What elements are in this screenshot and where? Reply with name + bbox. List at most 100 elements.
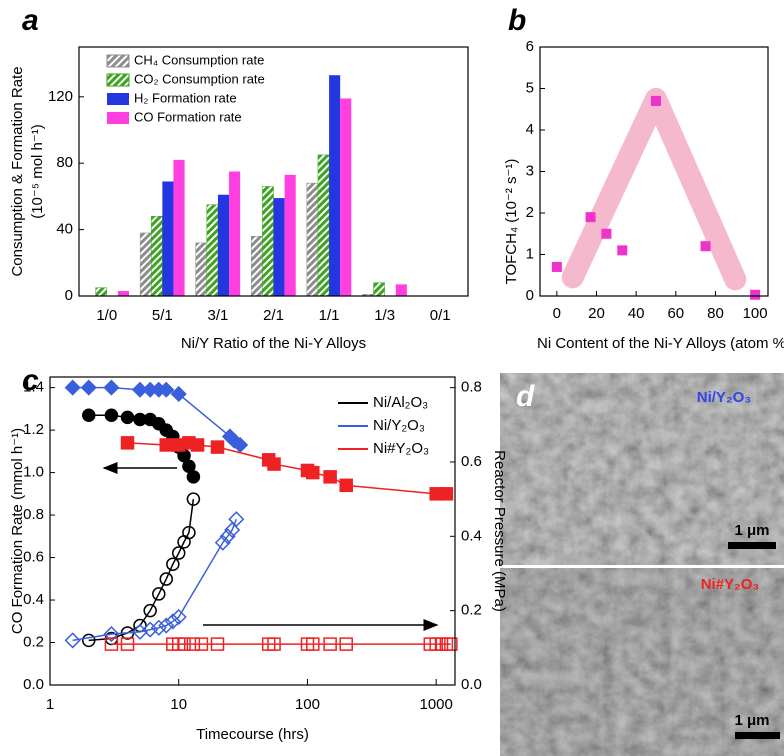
legend-label: CH₄ Consumption rate	[134, 52, 264, 67]
y2-tick-label: 0.8	[461, 379, 482, 396]
y-tick-label: 0	[526, 287, 534, 304]
y-tick-label: 1	[526, 245, 534, 262]
x-tick-label: 3/1	[207, 307, 228, 324]
marker	[150, 619, 167, 636]
bar	[150, 216, 163, 297]
legend-swatch	[107, 112, 129, 124]
sem-tint	[500, 373, 784, 565]
marker	[219, 528, 236, 545]
legend-swatch	[106, 73, 130, 87]
marker	[158, 381, 175, 398]
scale-bar	[735, 732, 780, 739]
trend-band	[561, 87, 747, 291]
bar	[329, 75, 341, 296]
bar	[139, 232, 152, 297]
x-tick-label: 1000	[420, 696, 453, 713]
marker	[142, 621, 159, 638]
marker	[103, 379, 120, 396]
y-tick-label: 1.0	[23, 464, 44, 481]
bar	[251, 235, 263, 297]
x-tick-label: 60	[667, 305, 684, 322]
marker	[120, 410, 135, 425]
marker	[64, 632, 81, 649]
marker	[103, 626, 120, 643]
marker	[104, 637, 119, 651]
x-tick-label: 0	[553, 305, 561, 322]
bar	[217, 194, 230, 296]
panel-letter: d	[516, 380, 535, 413]
marker	[228, 511, 245, 528]
y-tick-label: 5	[526, 79, 534, 96]
x-tick-label: 1	[46, 696, 54, 713]
panel-letter: a	[22, 4, 39, 37]
bar	[317, 154, 330, 297]
legend-label: H₂ Formation rate	[134, 90, 237, 105]
marker	[186, 637, 201, 651]
bar	[340, 98, 352, 297]
marker	[224, 521, 241, 539]
marker	[267, 637, 281, 651]
marker	[82, 408, 96, 422]
y-tick-label: 80	[56, 154, 73, 171]
image-label: Ni#Y₂O₃	[701, 576, 760, 593]
bar	[173, 159, 185, 296]
x-tick-label: 1/0	[96, 307, 117, 324]
bar	[95, 287, 108, 297]
point	[585, 212, 596, 223]
marker	[194, 637, 209, 651]
marker	[80, 379, 97, 396]
marker	[186, 492, 201, 506]
marker	[104, 408, 119, 422]
x-axis-label: Ni/Y Ratio of the Ni-Y Alloys	[181, 335, 366, 352]
marker	[323, 470, 337, 484]
bar	[284, 174, 296, 296]
scale-bar	[728, 542, 776, 549]
y-axis-label: TOFCH₄ (10⁻² s⁻¹)	[503, 159, 520, 285]
y-tick-label: 0.2	[23, 633, 44, 650]
y-tick-label: 0	[65, 287, 73, 304]
sem-image	[500, 568, 784, 756]
sem-images: d Ni/Y₂O₃ 1 μm Ni#Y₂O₃ 1 μm	[500, 373, 784, 756]
y-tick-label: 0.6	[23, 549, 44, 566]
x-tick-label: 2/1	[263, 307, 284, 324]
legend-swatch	[106, 54, 130, 68]
y-tick-label: 120	[48, 88, 73, 105]
bar	[273, 198, 285, 296]
point	[750, 289, 761, 300]
y-tick-label: 4	[526, 121, 534, 138]
bar	[395, 284, 407, 296]
marker	[82, 633, 96, 648]
y-tick-label: 3	[526, 162, 534, 179]
y-axis-label: Consumption & Formation Rate	[9, 66, 26, 276]
x-tick-label: 10	[170, 696, 187, 713]
sem-image	[500, 373, 784, 565]
y2-tick-label: 0.2	[461, 602, 482, 619]
panel-letter: b	[508, 4, 526, 37]
y-tick-label: 2	[526, 204, 534, 221]
legend-swatch	[107, 93, 129, 105]
y-tick-label: 40	[56, 221, 73, 238]
marker	[152, 587, 166, 601]
legend-label: CO Formation rate	[134, 109, 242, 124]
marker	[159, 438, 174, 452]
marker	[177, 637, 191, 651]
series-line	[72, 386, 241, 446]
y2-tick-label: 0.4	[461, 527, 482, 544]
x-tick-label: 1/3	[374, 307, 395, 324]
bar	[195, 242, 208, 297]
marker	[64, 379, 81, 396]
plot-frame	[78, 46, 469, 297]
marker	[120, 637, 135, 651]
y-tick-label: 1.2	[23, 421, 44, 438]
legend-label: Ni/Y₂O₃	[373, 417, 425, 434]
y2-tick-label: 0.6	[461, 453, 482, 470]
x-tick-label: 100	[743, 305, 768, 322]
marker	[323, 637, 337, 651]
bar	[206, 204, 219, 297]
marker	[339, 637, 353, 651]
x-axis-label: Ni Content of the Ni-Y Alloys (atom %)	[537, 335, 784, 352]
bar	[117, 291, 130, 296]
marker	[166, 557, 180, 571]
bar	[262, 186, 274, 297]
marker	[214, 534, 231, 551]
